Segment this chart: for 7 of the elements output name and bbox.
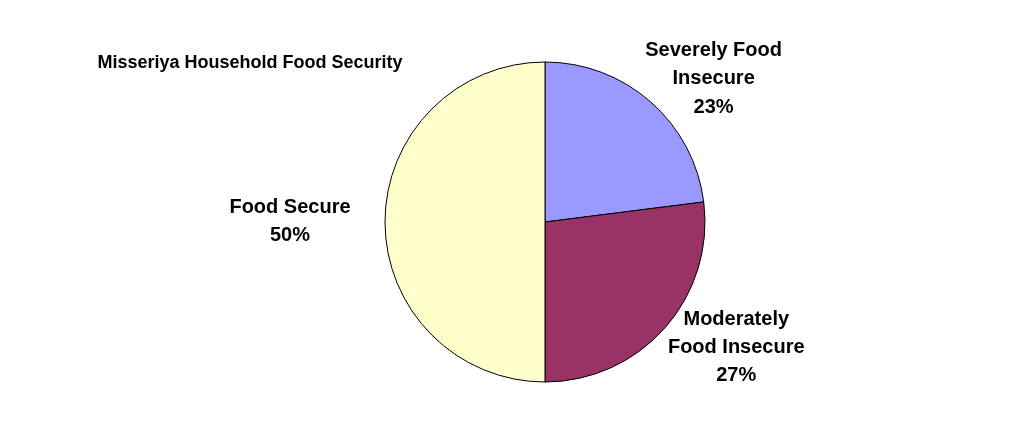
data-label: 50% [269,223,311,246]
slice-label: Food Secure [229,195,351,218]
text: Misseriya Household Food Security [97,52,403,72]
slice-label: Moderately Food Insecure [667,306,805,357]
data-label: 23% [693,94,734,117]
data-label: 27% [716,362,757,385]
slice-label: Severely Food Insecure [645,38,782,89]
